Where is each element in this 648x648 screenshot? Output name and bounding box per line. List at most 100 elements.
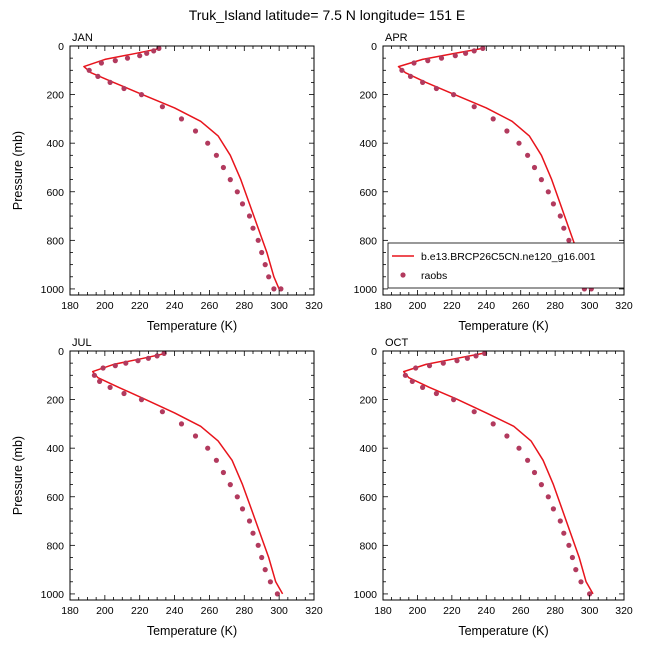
obs-point xyxy=(569,554,576,561)
obs-point xyxy=(151,48,157,54)
model-series-line xyxy=(402,352,594,595)
x-tick-label: 320 xyxy=(305,605,323,617)
x-tick-label: 180 xyxy=(374,605,392,617)
obs-point xyxy=(205,445,211,451)
obs-point xyxy=(433,390,439,397)
y-tick-label: 200 xyxy=(46,90,64,102)
panel-month-label: JAN xyxy=(72,32,93,44)
obs-point xyxy=(91,372,97,378)
x-tick-label: 180 xyxy=(61,300,79,312)
obs-point xyxy=(250,225,256,231)
y-tick-label: 800 xyxy=(359,235,377,247)
x-tick-label: 240 xyxy=(166,605,184,617)
obs-point xyxy=(402,372,408,378)
x-axis-title: Temperature (K) xyxy=(458,319,548,333)
obs-point xyxy=(426,363,433,369)
obs-point xyxy=(137,53,143,59)
y-tick-label: 1000 xyxy=(41,589,65,601)
obs-point xyxy=(420,384,426,390)
x-tick-label: 300 xyxy=(270,300,288,312)
obs-point xyxy=(266,274,272,280)
model-series-line xyxy=(91,352,284,595)
obs-point xyxy=(144,50,150,56)
obs-point xyxy=(566,237,572,243)
obs-point xyxy=(138,397,145,403)
x-tick-label: 320 xyxy=(615,605,633,617)
legend-obs-swatch xyxy=(400,272,406,278)
x-tick-label: 220 xyxy=(443,605,461,617)
x-tick-label: 240 xyxy=(166,300,184,312)
obs-point xyxy=(123,360,129,366)
obs-point xyxy=(271,286,277,292)
x-tick-label: 260 xyxy=(512,605,530,617)
obs-point xyxy=(97,378,103,384)
obs-point xyxy=(454,358,460,364)
obs-point xyxy=(411,60,417,66)
x-tick-label: 320 xyxy=(305,300,323,312)
obs-point xyxy=(262,262,268,268)
obs-point xyxy=(227,177,233,183)
y-tick-label: 0 xyxy=(58,346,64,358)
obs-point xyxy=(550,506,557,512)
obs-point xyxy=(480,45,486,52)
obs-point xyxy=(578,579,584,585)
legend-model-label: b.e13.BRCP26C5CN.ne120_g16.001 xyxy=(421,251,596,263)
obs-point xyxy=(433,85,439,92)
obs-point xyxy=(573,567,579,573)
plot-frame xyxy=(69,45,315,296)
y-tick-label: 200 xyxy=(46,395,64,407)
obs-point xyxy=(239,201,246,207)
obs-point xyxy=(561,530,567,536)
obs-point xyxy=(516,140,522,146)
obs-point xyxy=(516,445,522,451)
y-tick-label: 400 xyxy=(359,443,377,455)
obs-point xyxy=(420,79,426,85)
x-tick-label: 240 xyxy=(478,605,496,617)
obs-point xyxy=(561,225,567,231)
obs-point xyxy=(192,128,199,134)
y-tick-label: 600 xyxy=(359,492,377,504)
obs-point xyxy=(255,542,261,548)
model-series-line xyxy=(83,47,280,290)
obs-point xyxy=(107,79,113,85)
y-axis-title: Pressure (mb) xyxy=(11,436,25,515)
y-tick-label: 1000 xyxy=(354,284,378,296)
y-tick-label: 1000 xyxy=(41,284,65,296)
obs-point xyxy=(234,494,240,500)
obs-point xyxy=(262,567,268,573)
obs-point xyxy=(121,390,127,397)
obs-point xyxy=(161,350,167,356)
obs-point xyxy=(452,53,458,59)
obs-point xyxy=(550,201,557,207)
x-axis-title: Temperature (K) xyxy=(147,624,237,638)
x-tick-label: 280 xyxy=(236,605,254,617)
x-tick-label: 220 xyxy=(131,605,149,617)
legend-box xyxy=(387,242,625,289)
x-tick-label: 200 xyxy=(96,605,114,617)
obs-point xyxy=(259,554,265,561)
x-tick-label: 240 xyxy=(478,300,496,312)
x-tick-label: 280 xyxy=(236,300,254,312)
obs-point xyxy=(220,164,226,171)
obs-point xyxy=(531,164,538,171)
obs-point xyxy=(205,140,211,146)
obs-point xyxy=(124,55,131,61)
obs-point xyxy=(100,365,106,371)
obs-point xyxy=(399,67,405,73)
y-tick-label: 0 xyxy=(371,346,377,358)
x-tick-label: 280 xyxy=(546,300,564,312)
obs-point xyxy=(413,365,419,371)
y-tick-label: 400 xyxy=(46,138,64,150)
x-tick-label: 260 xyxy=(512,300,530,312)
obs-point xyxy=(234,189,240,195)
x-tick-label: 200 xyxy=(409,605,427,617)
obs-point xyxy=(525,457,531,463)
plot-frame xyxy=(382,350,625,601)
y-tick-label: 0 xyxy=(58,41,64,53)
x-axis-title: Temperature (K) xyxy=(147,319,237,333)
obs-point xyxy=(451,397,457,403)
panel-jan: JAN 180 200 220 240 260 280 300 320 0 200 400 600 800… xyxy=(11,32,323,333)
obs-point xyxy=(246,213,253,219)
y-tick-label: 800 xyxy=(359,540,377,552)
